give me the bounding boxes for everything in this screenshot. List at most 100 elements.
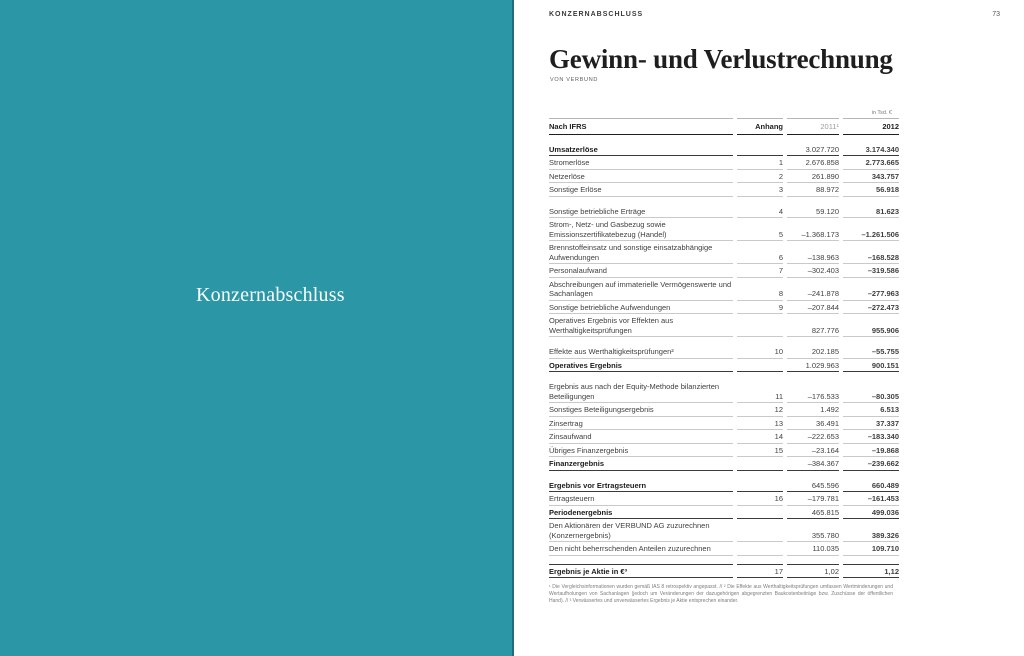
row-value-2012: –1.261.506 — [843, 218, 899, 241]
table-row: Übriges Finanzergebnis 15 –23.164 –19.86… — [549, 444, 899, 457]
row-value-2012: 109.710 — [843, 542, 899, 556]
row-value-2012: 660.489 — [843, 479, 899, 492]
breadcrumb: KONZERNABSCHLUSS — [549, 11, 644, 18]
table-row: Brennstoffeinsatz und sonstige einsatzab… — [549, 241, 899, 264]
row-value-2011: –241.878 — [787, 278, 839, 301]
col-header-2012: 2012 — [843, 118, 899, 135]
section-gap — [549, 135, 899, 143]
row-anhang: 2 — [737, 170, 783, 183]
footnote: ¹ Die Vergleichsinformationen wurden gem… — [549, 584, 893, 604]
row-anhang: 16 — [737, 492, 783, 506]
row-label: Den Aktionären der VERBUND AG zuzurechne… — [549, 519, 733, 542]
row-anhang — [737, 506, 783, 519]
income-table: Nach IFRS Anhang 2011¹ 2012 Umsatzerlöse… — [545, 118, 903, 578]
section-gap — [549, 556, 899, 564]
row-anhang — [737, 359, 783, 372]
row-anhang: 8 — [737, 278, 783, 301]
row-value-2011: 465.815 — [787, 506, 839, 519]
row-value-2011: 3.027.720 — [787, 143, 839, 156]
col-header-anhang: Anhang — [737, 118, 783, 135]
row-value-2011: –23.164 — [787, 444, 839, 457]
row-value-2011: –302.403 — [787, 264, 839, 278]
row-anhang: 11 — [737, 380, 783, 403]
row-anhang: 15 — [737, 444, 783, 457]
row-label: Zinsertrag — [549, 417, 733, 430]
row-label: Operatives Ergebnis — [549, 359, 733, 372]
table-row: Abschreibungen auf immaterielle Vermögen… — [549, 278, 899, 301]
section-gap — [549, 372, 899, 380]
row-label: Periodenergebnis — [549, 506, 733, 519]
row-value-2012: 343.757 — [843, 170, 899, 183]
row-value-2011: –176.533 — [787, 380, 839, 403]
row-label: Stromerlöse — [549, 156, 733, 170]
table-row: Den Aktionären der VERBUND AG zuzurechne… — [549, 519, 899, 542]
row-value-2012: –80.305 — [843, 380, 899, 403]
row-value-2012: –168.528 — [843, 241, 899, 264]
table-row: Effekte aus Werthaltigkeitsprüfungen² 10… — [549, 345, 899, 359]
chapter-divider-panel: Konzernabschluss — [0, 0, 514, 656]
row-value-2011: –222.653 — [787, 430, 839, 444]
chapter-title: Konzernabschluss — [196, 284, 345, 306]
row-value-2011: –1.368.173 — [787, 218, 839, 241]
row-label: Sonstige betriebliche Erträge — [549, 205, 733, 218]
table-row: Sonstige Erlöse 3 88.972 56.918 — [549, 183, 899, 197]
row-anhang: 3 — [737, 183, 783, 197]
row-value-2011: 261.890 — [787, 170, 839, 183]
row-label: Sonstige Erlöse — [549, 183, 733, 197]
row-value-2012: 499.036 — [843, 506, 899, 519]
row-value-2012: –161.453 — [843, 492, 899, 506]
row-anhang — [737, 542, 783, 556]
row-value-2012: 955.906 — [843, 314, 899, 337]
row-value-2012: –272.473 — [843, 301, 899, 314]
row-anhang — [737, 314, 783, 337]
row-anhang — [737, 479, 783, 492]
page-number: 73 — [992, 11, 1000, 18]
table-row: Sonstiges Beteiligungsergebnis 12 1.492 … — [549, 403, 899, 417]
row-anhang — [737, 143, 783, 156]
table-row: Stromerlöse 1 2.676.858 2.773.665 — [549, 156, 899, 170]
col-header-2011: 2011¹ — [787, 118, 839, 135]
col-header-label: Nach IFRS — [549, 118, 733, 135]
row-anhang: 14 — [737, 430, 783, 444]
row-value-2011: 88.972 — [787, 183, 839, 197]
income-table-body: Umsatzerlöse 3.027.720 3.174.340 Stromer… — [549, 135, 899, 578]
row-value-2012: 2.773.665 — [843, 156, 899, 170]
table-row: Ergebnis je Aktie in €³ 17 1,02 1,12 — [549, 563, 899, 578]
row-value-2012: 1,12 — [843, 563, 899, 578]
row-value-2012: –19.868 — [843, 444, 899, 457]
row-value-2012: 56.918 — [843, 183, 899, 197]
table-row: Umsatzerlöse 3.027.720 3.174.340 — [549, 143, 899, 156]
table-row: Netzerlöse 2 261.890 343.757 — [549, 170, 899, 183]
row-anhang: 4 — [737, 205, 783, 218]
row-value-2011: –207.844 — [787, 301, 839, 314]
row-label: Ergebnis je Aktie in €³ — [549, 563, 733, 578]
row-value-2011: –179.781 — [787, 492, 839, 506]
row-value-2012: 81.623 — [843, 205, 899, 218]
row-value-2011: 36.491 — [787, 417, 839, 430]
row-anhang: 6 — [737, 241, 783, 264]
row-label: Umsatzerlöse — [549, 143, 733, 156]
table-row: Den nicht beherrschenden Anteilen zuzure… — [549, 542, 899, 556]
row-value-2012: 37.337 — [843, 417, 899, 430]
unit-note: in Tsd. € — [871, 110, 892, 116]
row-value-2012: –277.963 — [843, 278, 899, 301]
row-label: Sonstiges Beteiligungsergebnis — [549, 403, 733, 417]
row-anhang: 9 — [737, 301, 783, 314]
page-subtitle: VON VERBUND — [550, 77, 599, 83]
row-value-2012: –183.340 — [843, 430, 899, 444]
section-gap — [549, 197, 899, 205]
row-value-2011: 1.492 — [787, 403, 839, 417]
row-value-2011: 355.780 — [787, 519, 839, 542]
row-value-2011: –384.367 — [787, 457, 839, 471]
row-anhang: 5 — [737, 218, 783, 241]
row-value-2011: 1,02 — [787, 563, 839, 578]
income-table-header: Nach IFRS Anhang 2011¹ 2012 — [549, 118, 899, 135]
row-label: Ertragsteuern — [549, 492, 733, 506]
row-label: Übriges Finanzergebnis — [549, 444, 733, 457]
row-label: Strom-, Netz- und Gasbezug sowie Emissio… — [549, 218, 733, 241]
income-statement: in Tsd. € Nach IFRS Anhang 2011¹ 2012 Um… — [549, 110, 899, 604]
section-gap — [549, 337, 899, 345]
table-row: Personalaufwand 7 –302.403 –319.586 — [549, 264, 899, 278]
row-value-2012: –319.586 — [843, 264, 899, 278]
table-row: Sonstige betriebliche Aufwendungen 9 –20… — [549, 301, 899, 314]
